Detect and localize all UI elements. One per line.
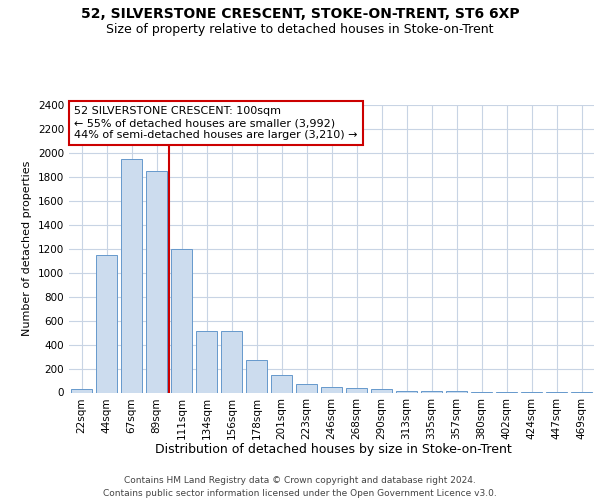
Bar (421, 391, 442, 392)
Bar (196, 332, 217, 392)
Text: Distribution of detached houses by size in Stoke-on-Trent: Distribution of detached houses by size … (155, 442, 511, 456)
Bar (371, 389, 392, 392)
Bar (146, 171, 167, 392)
Bar (346, 388, 367, 392)
Bar (396, 390, 417, 392)
Y-axis label: Number of detached properties: Number of detached properties (22, 161, 32, 336)
Bar (271, 374, 292, 392)
Bar (96, 254, 117, 392)
Bar (171, 248, 192, 392)
Text: Contains HM Land Registry data © Crown copyright and database right 2024.: Contains HM Land Registry data © Crown c… (124, 476, 476, 485)
Bar (296, 384, 317, 392)
Text: Contains public sector information licensed under the Open Government Licence v3: Contains public sector information licen… (103, 489, 497, 498)
Text: Size of property relative to detached houses in Stoke-on-Trent: Size of property relative to detached ho… (106, 22, 494, 36)
Text: 52 SILVERSTONE CRESCENT: 100sqm
← 55% of detached houses are smaller (3,992)
44%: 52 SILVERSTONE CRESCENT: 100sqm ← 55% of… (74, 106, 358, 140)
Text: 52, SILVERSTONE CRESCENT, STOKE-ON-TRENT, ST6 6XP: 52, SILVERSTONE CRESCENT, STOKE-ON-TRENT… (80, 8, 520, 22)
Bar (71, 389, 92, 392)
Bar (321, 386, 342, 392)
Bar (246, 360, 267, 392)
Bar (221, 332, 242, 392)
Bar (121, 159, 142, 392)
